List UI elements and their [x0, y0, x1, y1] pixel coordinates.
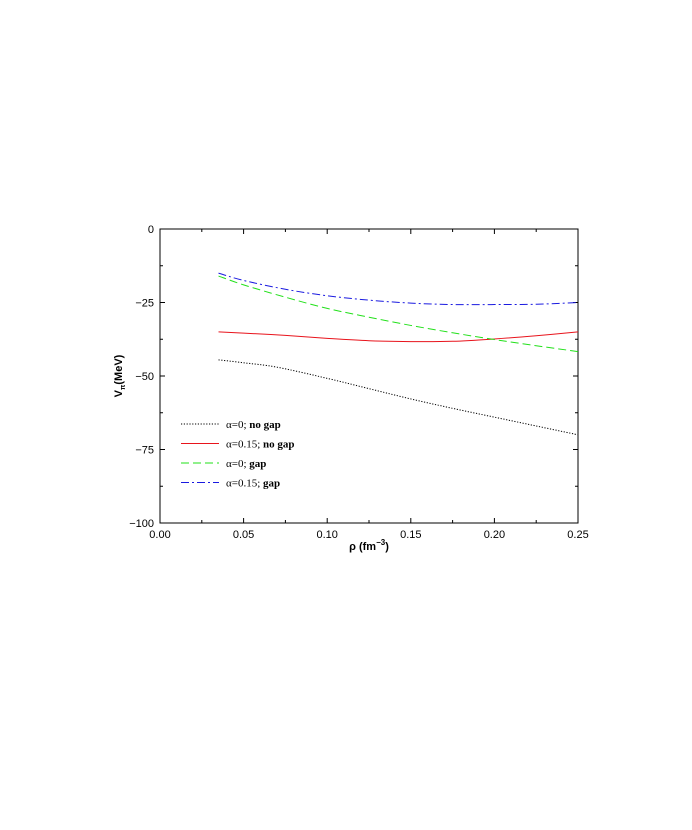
legend-label-greek: α=0.15;: [226, 439, 263, 451]
series-line-3: [218, 275, 579, 353]
legend-label-text: no gap: [263, 439, 295, 451]
legend-label-text: gap: [249, 458, 266, 470]
x-tick-label: 0.05: [233, 529, 254, 541]
x-tick-label: 0.20: [484, 529, 505, 541]
x-axis-label-main: ρ (fm: [349, 541, 376, 553]
series-line-1: [218, 359, 579, 436]
x-tick-label: 0.25: [567, 529, 588, 541]
x-tick-label: 0.00: [149, 529, 170, 541]
legend-label-4: α=0.15; gap: [226, 478, 280, 490]
x-tick-label: 0.10: [316, 529, 337, 541]
y-tick-label: −50: [135, 371, 154, 383]
legend-label-greek: α=0;: [226, 458, 249, 470]
legend-label-greek: α=0.15;: [226, 478, 263, 490]
series-layer: [218, 272, 579, 436]
legend-label-text: no gap: [249, 419, 281, 431]
x-axis-label: ρ (fm−3): [349, 538, 389, 553]
legend-label-greek: α=0;: [226, 419, 249, 431]
x-axis-label-sup: −3: [376, 538, 386, 547]
series-line-4: [218, 272, 579, 306]
legend-label-2: α=0.15; no gap: [226, 439, 295, 451]
plot-frame: [159, 228, 579, 524]
legend-label-3: α=0; gap: [226, 458, 266, 470]
y-tick-label: −100: [129, 518, 154, 530]
axis-ticks: 0.00 0.05 0.10 0.15 0.20 0.25 −100 −75 −50 −25 0: [129, 224, 588, 541]
y-axis-label-sub: π: [120, 384, 127, 390]
y-tick-label: −75: [135, 445, 154, 457]
legend-label-1: α=0; no gap: [226, 419, 281, 431]
x-tick-label: 0.15: [400, 529, 421, 541]
legend-label-text: gap: [263, 478, 280, 490]
y-axis-label-tail: (MeV): [113, 354, 125, 384]
y-axis-label: Vπ(MeV): [113, 354, 127, 397]
x-axis-label-tail: ): [385, 541, 389, 553]
y-axis-label-main: V: [113, 389, 125, 397]
series-line-2: [218, 331, 579, 343]
y-tick-label: −25: [135, 298, 154, 310]
y-tick-label: 0: [148, 224, 154, 236]
